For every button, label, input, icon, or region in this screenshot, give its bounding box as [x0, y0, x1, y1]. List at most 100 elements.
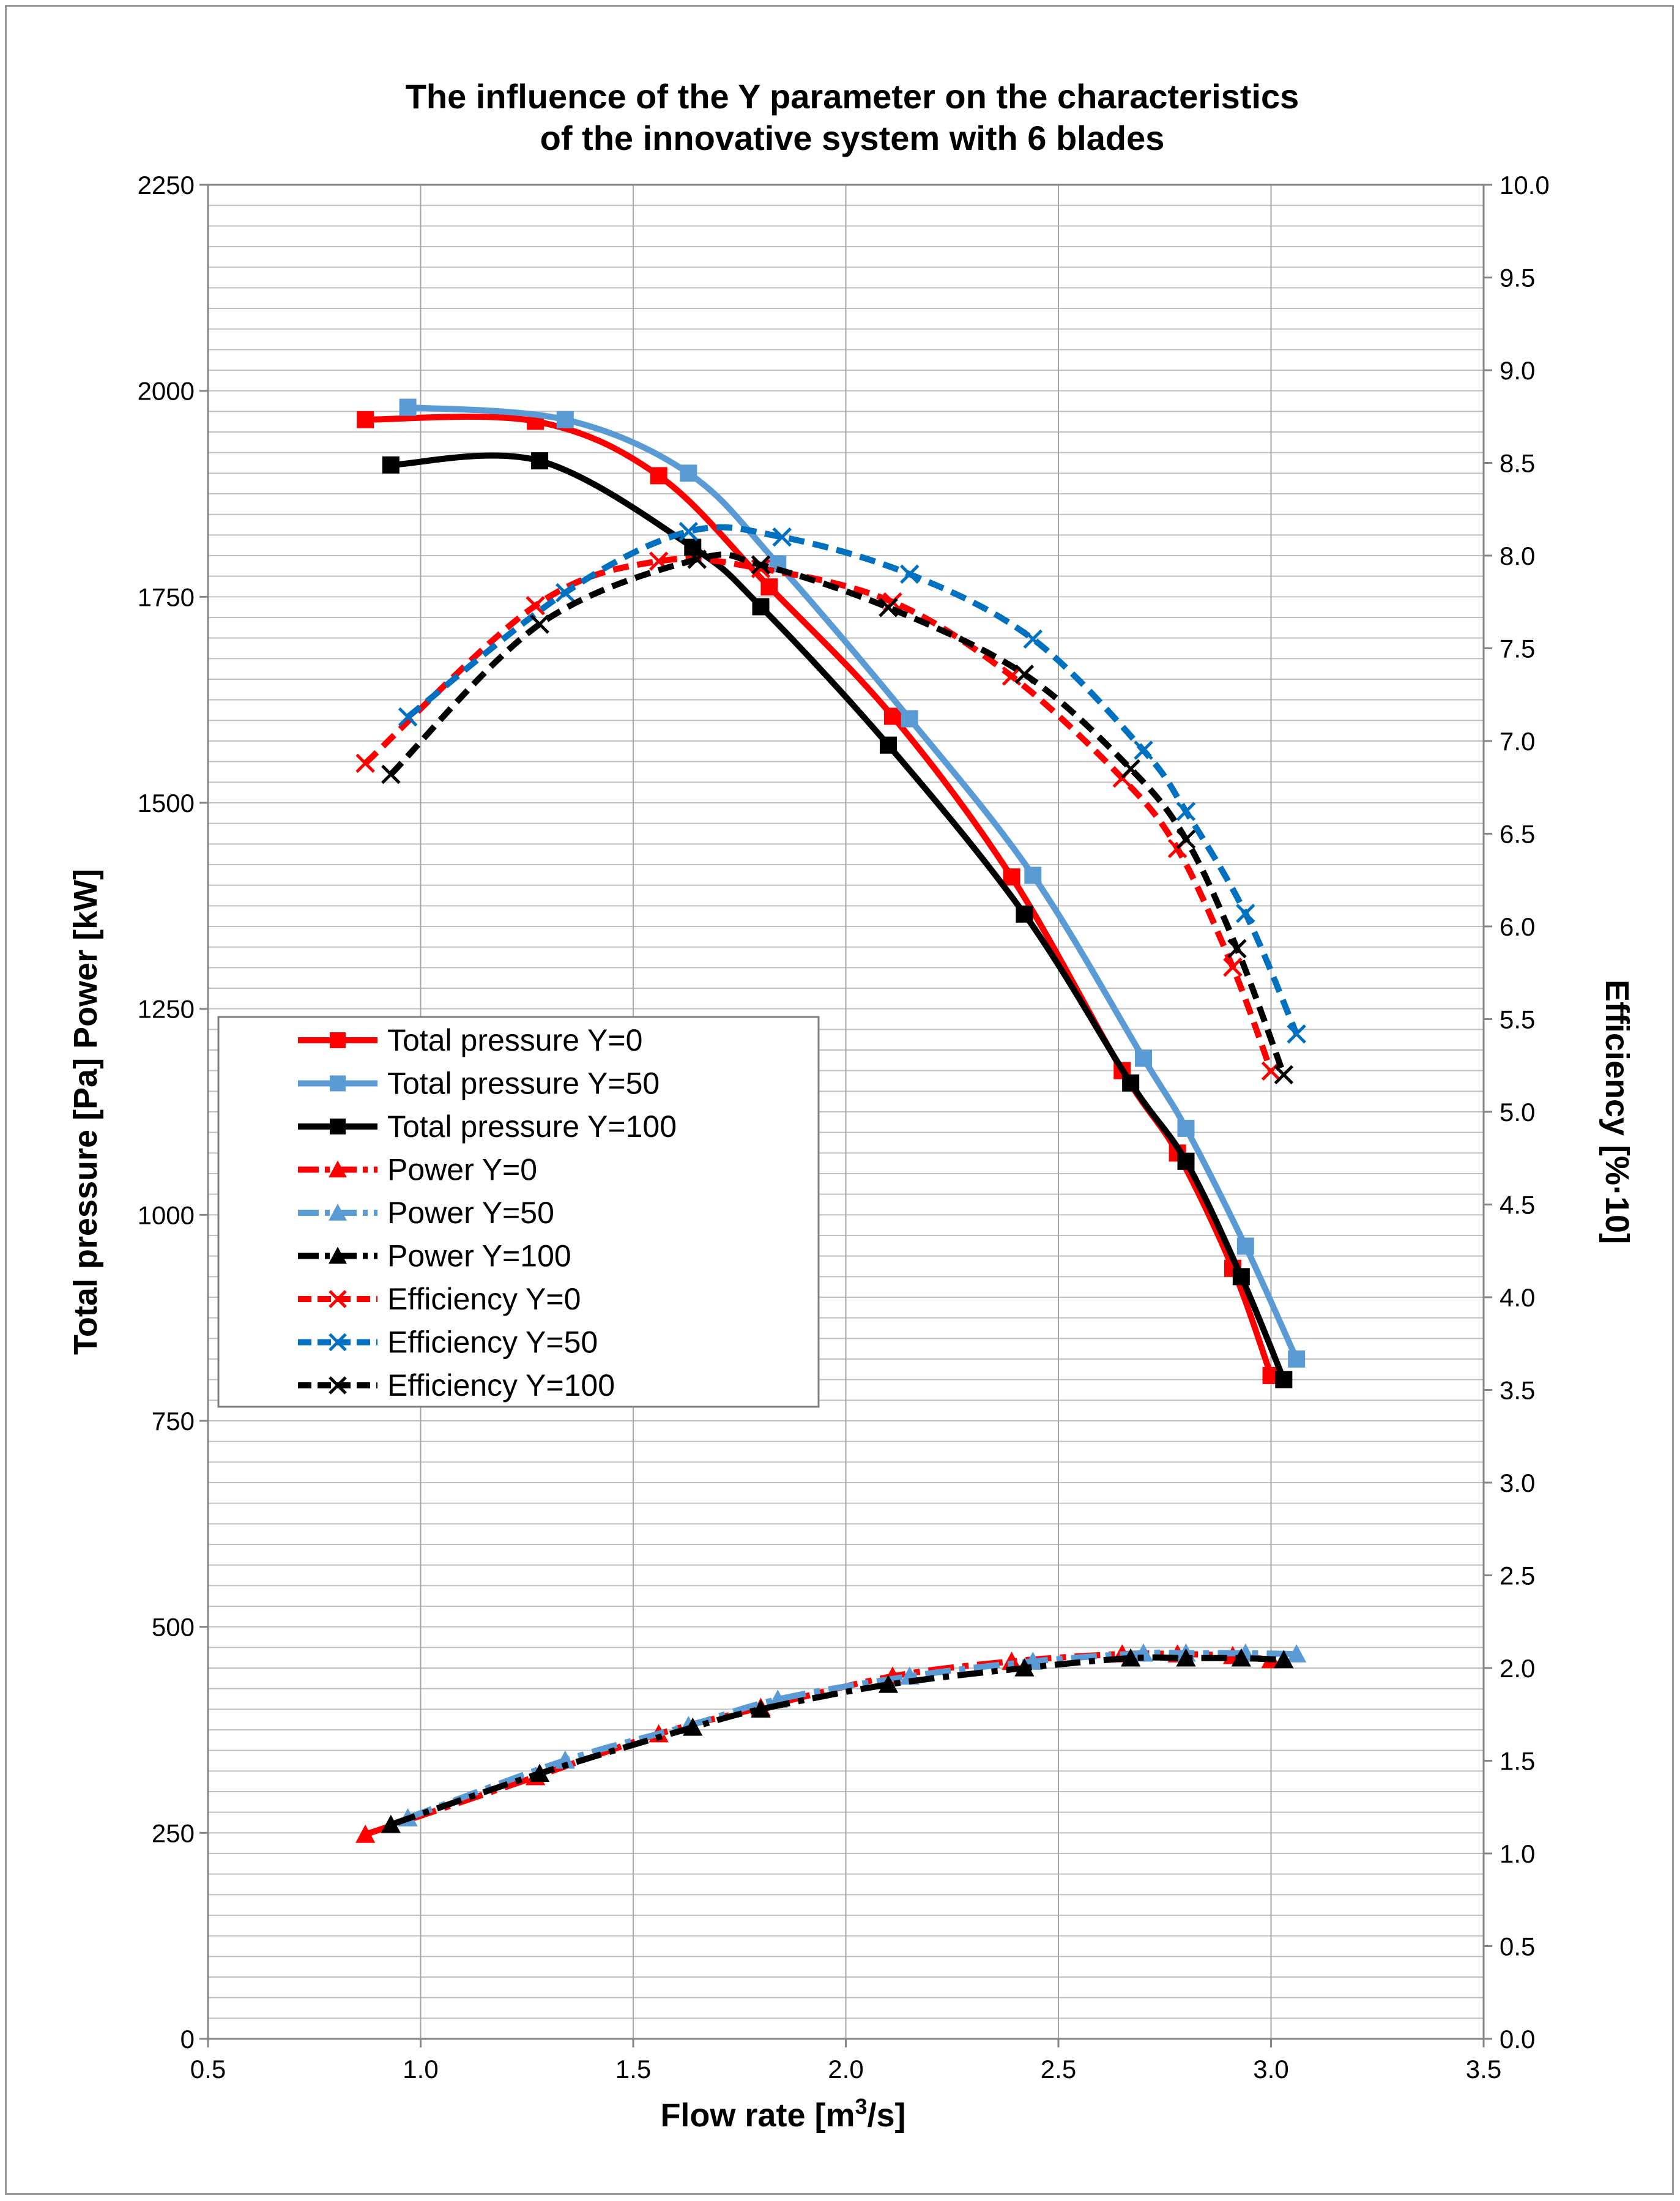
legend-marker [330, 1119, 346, 1134]
y-right-tick-label: 2.5 [1500, 1562, 1535, 1590]
data-point [555, 1750, 575, 1769]
data-point [1014, 665, 1035, 684]
legend-marker [329, 1246, 347, 1264]
series-line [365, 414, 1274, 1377]
data-point [1236, 1237, 1254, 1255]
data-point [398, 707, 418, 727]
x-tick-label: 2.0 [828, 2055, 863, 2084]
series-0 [357, 411, 1280, 1384]
data-point [1122, 1074, 1140, 1092]
series-line [390, 1654, 1284, 1828]
data-point [751, 555, 771, 575]
data-point [556, 411, 574, 428]
x-tick-label: 3.5 [1466, 2055, 1501, 2084]
data-point [760, 578, 778, 596]
data-point [526, 596, 545, 616]
series-line [388, 551, 1287, 1076]
data-point [355, 1824, 376, 1843]
data-point [879, 598, 898, 617]
data-point [1227, 939, 1247, 959]
y-right-tick-label: 10.0 [1500, 171, 1550, 199]
data-point [1223, 957, 1243, 977]
data-point [1176, 1648, 1196, 1667]
data-point [1287, 1644, 1307, 1663]
data-point [556, 583, 575, 603]
legend-label: Total pressure Y=50 [387, 1067, 660, 1101]
data-point [1275, 1371, 1293, 1388]
data-point [381, 764, 401, 784]
data-point [772, 527, 792, 547]
legend-marker [329, 1333, 347, 1352]
x-axis-title-end: /s] [868, 2097, 906, 2134]
chart-frame [5, 5, 1674, 2195]
data-point [1024, 866, 1042, 884]
data-point [1121, 1648, 1141, 1667]
legend-marker [329, 1290, 347, 1308]
y-right-tick-label: 8.0 [1500, 542, 1535, 570]
y-right-tick-label: 6.5 [1500, 820, 1535, 849]
y-right-tick-label: 7.5 [1500, 635, 1535, 663]
legend-label: Efficiency Y=50 [387, 1325, 598, 1360]
x-tick-label: 1.5 [615, 2055, 651, 2084]
series-line [406, 524, 1299, 1035]
data-point [650, 467, 667, 485]
series-line [363, 556, 1274, 1073]
data-point [883, 707, 901, 725]
y-right-tick-label: 2.0 [1500, 1654, 1535, 1683]
data-point [1014, 1658, 1035, 1677]
series-line [364, 1650, 1272, 1838]
data-point [1287, 1024, 1306, 1044]
y-right-tick-label: 7.0 [1500, 727, 1535, 756]
y-left-tick-label: 2000 [138, 377, 195, 406]
data-point [530, 614, 549, 634]
x-axis-title-main: Flow rate [m [660, 2097, 855, 2134]
y-right-tick-label: 6.0 [1500, 912, 1535, 941]
legend-label: Power Y=100 [387, 1239, 571, 1273]
data-point [1274, 1065, 1294, 1085]
y-right-tick-label: 3.0 [1500, 1469, 1535, 1497]
legend-label: Total pressure Y=0 [387, 1023, 642, 1057]
axis-ticks: 0.5 1.0 1.5 2.0 2.5 3.0 3.5 0 250 500 750 1000 1250 1… [138, 171, 1550, 2084]
y-left-tick-label: 250 [152, 1819, 195, 1847]
data-point [1134, 740, 1153, 760]
x-tick-label: 2.5 [1041, 2055, 1076, 2084]
data-point [878, 1674, 899, 1693]
data-point [1236, 904, 1255, 923]
data-point [683, 1717, 703, 1736]
series-6 [355, 551, 1281, 1081]
y-right-tick-label: 5.5 [1500, 1005, 1535, 1034]
y-left-tick-label: 1000 [138, 1201, 195, 1229]
y-axis-right-title: Efficiency [%·10] [1599, 980, 1635, 1244]
legend-label: Total pressure Y=100 [387, 1109, 677, 1144]
legend: Total pressure Y=0 Total pressure Y=50 Tot… [217, 1016, 820, 1408]
data-point [399, 398, 417, 416]
data-point [880, 736, 897, 754]
data-point [1288, 1350, 1306, 1368]
y-axis-left-title: Total pressure [Pa] Power [kW] [67, 869, 104, 1355]
data-point [1176, 802, 1196, 821]
data-point [680, 464, 697, 482]
y-left-tick-label: 1750 [138, 583, 195, 611]
series-4 [398, 1643, 1307, 1827]
y-right-tick-label: 3.5 [1500, 1376, 1535, 1405]
data-point [1232, 1268, 1250, 1286]
y-right-tick-label: 4.5 [1500, 1191, 1535, 1220]
data-point [687, 549, 707, 569]
data-point [1274, 1650, 1294, 1669]
legend-label: Power Y=50 [387, 1196, 554, 1230]
series-7 [398, 521, 1306, 1044]
data-point [1177, 1152, 1195, 1170]
data-point [355, 753, 375, 773]
data-point [899, 564, 920, 584]
series-line [390, 452, 1287, 1381]
legend-marker [330, 1075, 346, 1092]
legend-marker [329, 1160, 347, 1178]
y-right-tick-label: 9.0 [1500, 356, 1535, 385]
y-right-tick-label: 5.0 [1500, 1098, 1535, 1127]
series-8 [381, 549, 1294, 1085]
chart-title-line-2: of the innovative system with 6 blades [540, 119, 1165, 157]
data-point [752, 598, 770, 616]
chart-title-line-1: The influence of the Y parameter on the … [406, 77, 1299, 116]
series-5 [381, 1648, 1294, 1833]
